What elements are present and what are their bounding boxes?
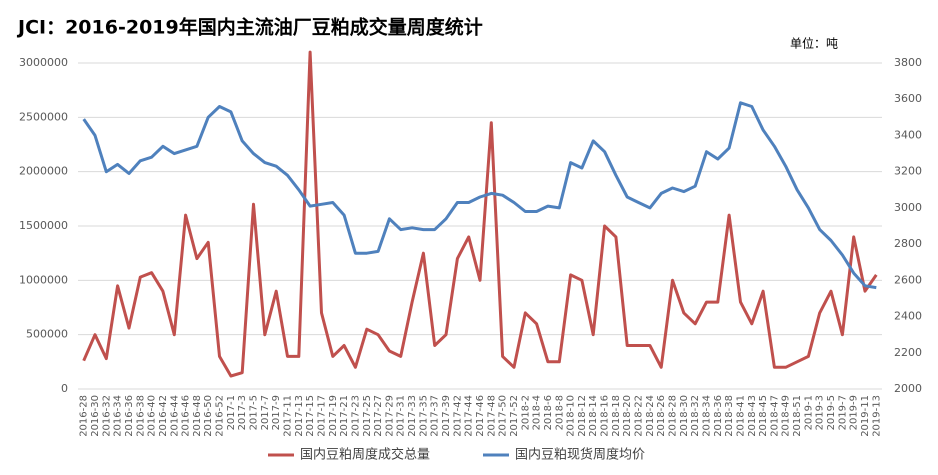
x-tick-label: 2017-46 [475,395,486,437]
x-tick-label: 2016-50 [203,395,214,437]
x-tick-label: 2016-48 [192,395,203,437]
x-tick-label: 2017-48 [486,395,497,437]
x-tick-label: 2018-12 [577,395,588,437]
x-tick-label: 2017-19 [328,395,339,437]
x-tick-label: 2016-44 [169,395,180,437]
x-tick-label: 2018-10 [566,395,577,437]
series-line [82,101,877,290]
x-tick-label: 2017-35 [418,395,429,437]
x-tick-label: 2018-41 [735,395,746,437]
x-tick-label: 2017-31 [396,395,407,437]
x-tick-label: 2017-1 [226,395,237,430]
unit-label: 单位：吨 [790,36,838,51]
x-tick-label: 2016-28 [79,395,90,437]
x-tick-label: 2017-9 [271,395,282,430]
x-tick-label: 2019-1 [803,395,814,430]
y2-tick-label: 3400 [894,128,922,141]
x-tick-label: 2018-43 [747,395,758,437]
x-tick-label: 2018-28 [668,395,679,437]
x-tick-label: 2018-38 [724,395,735,437]
x-tick-label: 2016-32 [101,395,112,437]
x-tick-label: 2018-32 [690,395,701,437]
x-tick-label: 2017-33 [407,395,418,437]
x-tick-label: 2019-9 [849,395,860,430]
x-tick-label: 2017-13 [294,395,305,437]
x-tick-label: 2018-16 [600,395,611,437]
x-tick-label: 2016-36 [124,395,135,437]
legend-label: 国内豆粕周度成交总量 [300,447,430,463]
x-tick-label: 2017-27 [373,395,384,437]
x-tick-label: 2017-50 [498,395,509,437]
x-tick-label: 2017-11 [282,395,293,437]
y-tick-label: 1000000 [19,273,68,286]
y2-tick-label: 2600 [894,273,922,286]
x-tick-label: 2016-34 [113,395,124,437]
x-tick-label: 2018-26 [656,395,667,437]
x-tick-label: 2016-52 [215,395,226,437]
x-tick-label: 2017-29 [384,395,395,437]
x-tick-label: 2017-44 [464,395,475,437]
x-tick-label: 2016-42 [158,395,169,437]
x-tick-label: 2016-40 [147,395,158,437]
x-tick-label: 2019-5 [826,395,837,430]
y-tick-label: 2000000 [19,165,68,178]
series-line [82,50,878,378]
legend-label: 国内豆粕现货周度均价 [515,447,645,463]
y-tick-label: 3000000 [19,56,68,69]
y2-tick-label: 2000 [894,382,922,395]
x-tick-label: 2018-22 [634,395,645,437]
x-tick-label: 2018-49 [781,395,792,437]
x-tick-label: 2019-3 [815,395,826,430]
x-tick-label: 2018-36 [713,395,724,437]
x-tick-label: 2018-45 [758,395,769,437]
x-tick-label: 2017-17 [316,395,327,437]
x-tick-label: 2019-11 [860,395,871,437]
x-tick-label: 2018-18 [611,395,622,437]
y-tick-label: 0 [61,382,68,395]
x-tick-label: 2019-7 [837,395,848,430]
x-tick-label: 2017-7 [260,395,271,430]
x-tick-label: 2016-46 [181,395,192,437]
x-tick-label: 2018-20 [622,395,633,437]
x-tick-label: 2018-47 [769,395,780,437]
y-tick-label: 1500000 [19,219,68,232]
x-tick-label: 2017-39 [441,395,452,437]
y2-tick-label: 2200 [894,346,922,359]
x-tick-label: 2016-38 [135,395,146,437]
y-tick-label: 500000 [26,328,68,341]
x-tick-label: 2019-13 [871,395,882,437]
x-tick-label: 2018-30 [679,395,690,437]
x-tick-label: 2017-3 [237,395,248,430]
x-tick-label: 2017-21 [339,395,350,437]
x-tick-label: 2017-23 [350,395,361,437]
x-tick-label: 2017-42 [452,395,463,437]
y2-tick-label: 2800 [894,237,922,250]
x-tick-label: 2017-52 [509,395,520,437]
chart-title: JCI：2016-2019年国内主流油厂豆粕成交量周度统计 [16,16,483,39]
x-tick-label: 2017-15 [305,395,316,437]
x-tick-label: 2017-37 [430,395,441,437]
x-tick-label: 2018-24 [645,395,656,437]
x-tick-label: 2018-4 [532,395,543,430]
y2-tick-label: 3000 [894,201,922,214]
x-tick-label: 2018-2 [520,395,531,430]
x-tick-label: 2018-51 [792,395,803,437]
x-tick-label: 2018-14 [588,395,599,437]
y2-tick-label: 3200 [894,165,922,178]
y2-tick-label: 3800 [894,56,922,69]
x-tick-label: 2017-25 [362,395,373,437]
y-tick-label: 2500000 [19,110,68,123]
x-tick-label: 2018-8 [554,395,565,430]
x-tick-label: 2018-6 [543,395,554,430]
x-tick-label: 2016-30 [90,395,101,437]
y2-tick-label: 3600 [894,92,922,105]
y2-tick-label: 2400 [894,310,922,323]
x-tick-label: 2018-34 [701,395,712,437]
x-tick-label: 2017-5 [249,395,260,430]
